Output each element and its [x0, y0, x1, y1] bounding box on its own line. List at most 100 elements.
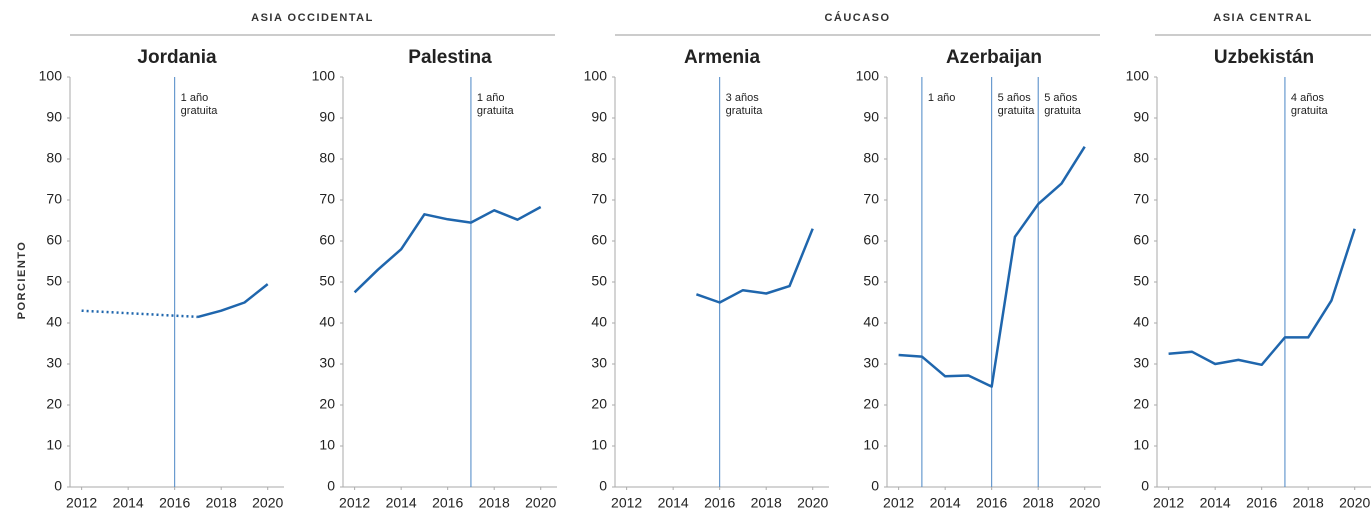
x-tick-label: 2014 — [1200, 495, 1231, 511]
annotation: gratuita — [181, 105, 219, 117]
y-tick-label: 30 — [863, 355, 879, 371]
x-tick-label: 2018 — [206, 495, 237, 511]
chart-title: Armenia — [684, 47, 760, 68]
x-tick-label: 2014 — [386, 495, 417, 511]
y-tick-label: 80 — [319, 150, 335, 166]
x-tick-label: 2016 — [704, 495, 735, 511]
y-tick-label: 50 — [591, 273, 607, 289]
line-series — [695, 228, 814, 304]
chart-title: Jordania — [137, 47, 217, 68]
x-tick-label: 2020 — [252, 495, 283, 511]
y-tick-label: 90 — [591, 109, 607, 125]
x-tick-label: 2020 — [525, 495, 556, 511]
x-tick-label: 2018 — [1293, 495, 1324, 511]
y-tick-label: 90 — [863, 109, 879, 125]
group-label: CÁUCASO — [824, 11, 890, 24]
y-tick-label: 70 — [46, 191, 62, 207]
annotation: 5 años — [998, 92, 1032, 104]
x-tick-label: 2016 — [432, 495, 463, 511]
y-tick-label: 60 — [1133, 232, 1149, 248]
y-tick-label: 50 — [46, 273, 62, 289]
x-tick-label: 2014 — [658, 495, 689, 511]
y-axis-label: PORCIENTO — [16, 241, 28, 320]
line-series — [197, 283, 269, 319]
y-tick-label: 20 — [863, 396, 879, 412]
line-series — [81, 309, 198, 319]
y-tick-label: 100 — [39, 68, 63, 84]
x-tick-label: 2018 — [751, 495, 782, 511]
annotation: gratuita — [998, 105, 1036, 117]
chart-title: Uzbekistán — [1214, 47, 1314, 68]
y-tick-label: 50 — [319, 273, 335, 289]
x-tick-label: 2012 — [66, 495, 97, 511]
annotation: gratuita — [1291, 105, 1329, 117]
y-tick-label: 0 — [54, 478, 62, 494]
x-tick-label: 2020 — [797, 495, 828, 511]
y-tick-label: 70 — [1133, 191, 1149, 207]
y-tick-label: 80 — [1133, 150, 1149, 166]
y-tick-label: 40 — [863, 314, 879, 330]
y-tick-label: 60 — [863, 232, 879, 248]
line-series — [898, 146, 1086, 388]
y-tick-label: 20 — [591, 396, 607, 412]
y-tick-label: 0 — [327, 478, 335, 494]
x-tick-label: 2012 — [883, 495, 914, 511]
y-tick-label: 70 — [591, 191, 607, 207]
y-tick-label: 10 — [46, 437, 62, 453]
annotation: 4 años — [1291, 92, 1325, 104]
annotation: 1 año — [477, 92, 505, 104]
x-tick-label: 2016 — [1246, 495, 1277, 511]
y-tick-label: 20 — [46, 396, 62, 412]
y-tick-label: 90 — [319, 109, 335, 125]
line-series — [353, 205, 542, 294]
y-tick-label: 30 — [1133, 355, 1149, 371]
y-tick-label: 60 — [319, 232, 335, 248]
y-tick-label: 0 — [871, 478, 879, 494]
x-tick-label: 2012 — [339, 495, 370, 511]
x-tick-label: 2020 — [1069, 495, 1100, 511]
x-tick-label: 2016 — [976, 495, 1007, 511]
x-tick-label: 2012 — [611, 495, 642, 511]
y-tick-label: 80 — [591, 150, 607, 166]
y-tick-label: 50 — [863, 273, 879, 289]
annotation: gratuita — [477, 105, 515, 117]
y-tick-label: 70 — [863, 191, 879, 207]
chart-title: Azerbaijan — [946, 47, 1042, 68]
y-tick-label: 90 — [1133, 109, 1149, 125]
chart-title: Palestina — [408, 47, 492, 68]
x-tick-label: 2014 — [930, 495, 961, 511]
y-tick-label: 10 — [1133, 437, 1149, 453]
y-tick-label: 80 — [863, 150, 879, 166]
y-tick-label: 0 — [599, 478, 607, 494]
y-tick-label: 40 — [591, 314, 607, 330]
y-tick-label: 10 — [863, 437, 879, 453]
y-tick-label: 10 — [591, 437, 607, 453]
y-tick-label: 100 — [312, 68, 336, 84]
x-tick-label: 2012 — [1153, 495, 1184, 511]
annotation: 3 años — [726, 92, 760, 104]
y-tick-label: 100 — [1126, 68, 1150, 84]
y-tick-label: 30 — [319, 355, 335, 371]
y-tick-label: 80 — [46, 150, 62, 166]
y-tick-label: 60 — [591, 232, 607, 248]
y-tick-label: 20 — [1133, 396, 1149, 412]
y-tick-label: 40 — [319, 314, 335, 330]
y-tick-label: 100 — [584, 68, 608, 84]
y-tick-label: 0 — [1141, 478, 1149, 494]
y-tick-label: 10 — [319, 437, 335, 453]
group-label: ASIA CENTRAL — [1213, 12, 1312, 24]
y-tick-label: 40 — [46, 314, 62, 330]
annotation: gratuita — [1044, 105, 1082, 117]
annotation: gratuita — [726, 105, 764, 117]
y-tick-label: 100 — [856, 68, 880, 84]
y-tick-label: 50 — [1133, 273, 1149, 289]
annotation: 1 año — [928, 92, 956, 104]
x-tick-label: 2020 — [1339, 495, 1370, 511]
annotation: 1 año — [181, 92, 209, 104]
y-tick-label: 90 — [46, 109, 62, 125]
y-tick-label: 20 — [319, 396, 335, 412]
group-label: ASIA OCCIDENTAL — [251, 12, 374, 24]
x-tick-label: 2016 — [159, 495, 190, 511]
x-tick-label: 2014 — [113, 495, 144, 511]
